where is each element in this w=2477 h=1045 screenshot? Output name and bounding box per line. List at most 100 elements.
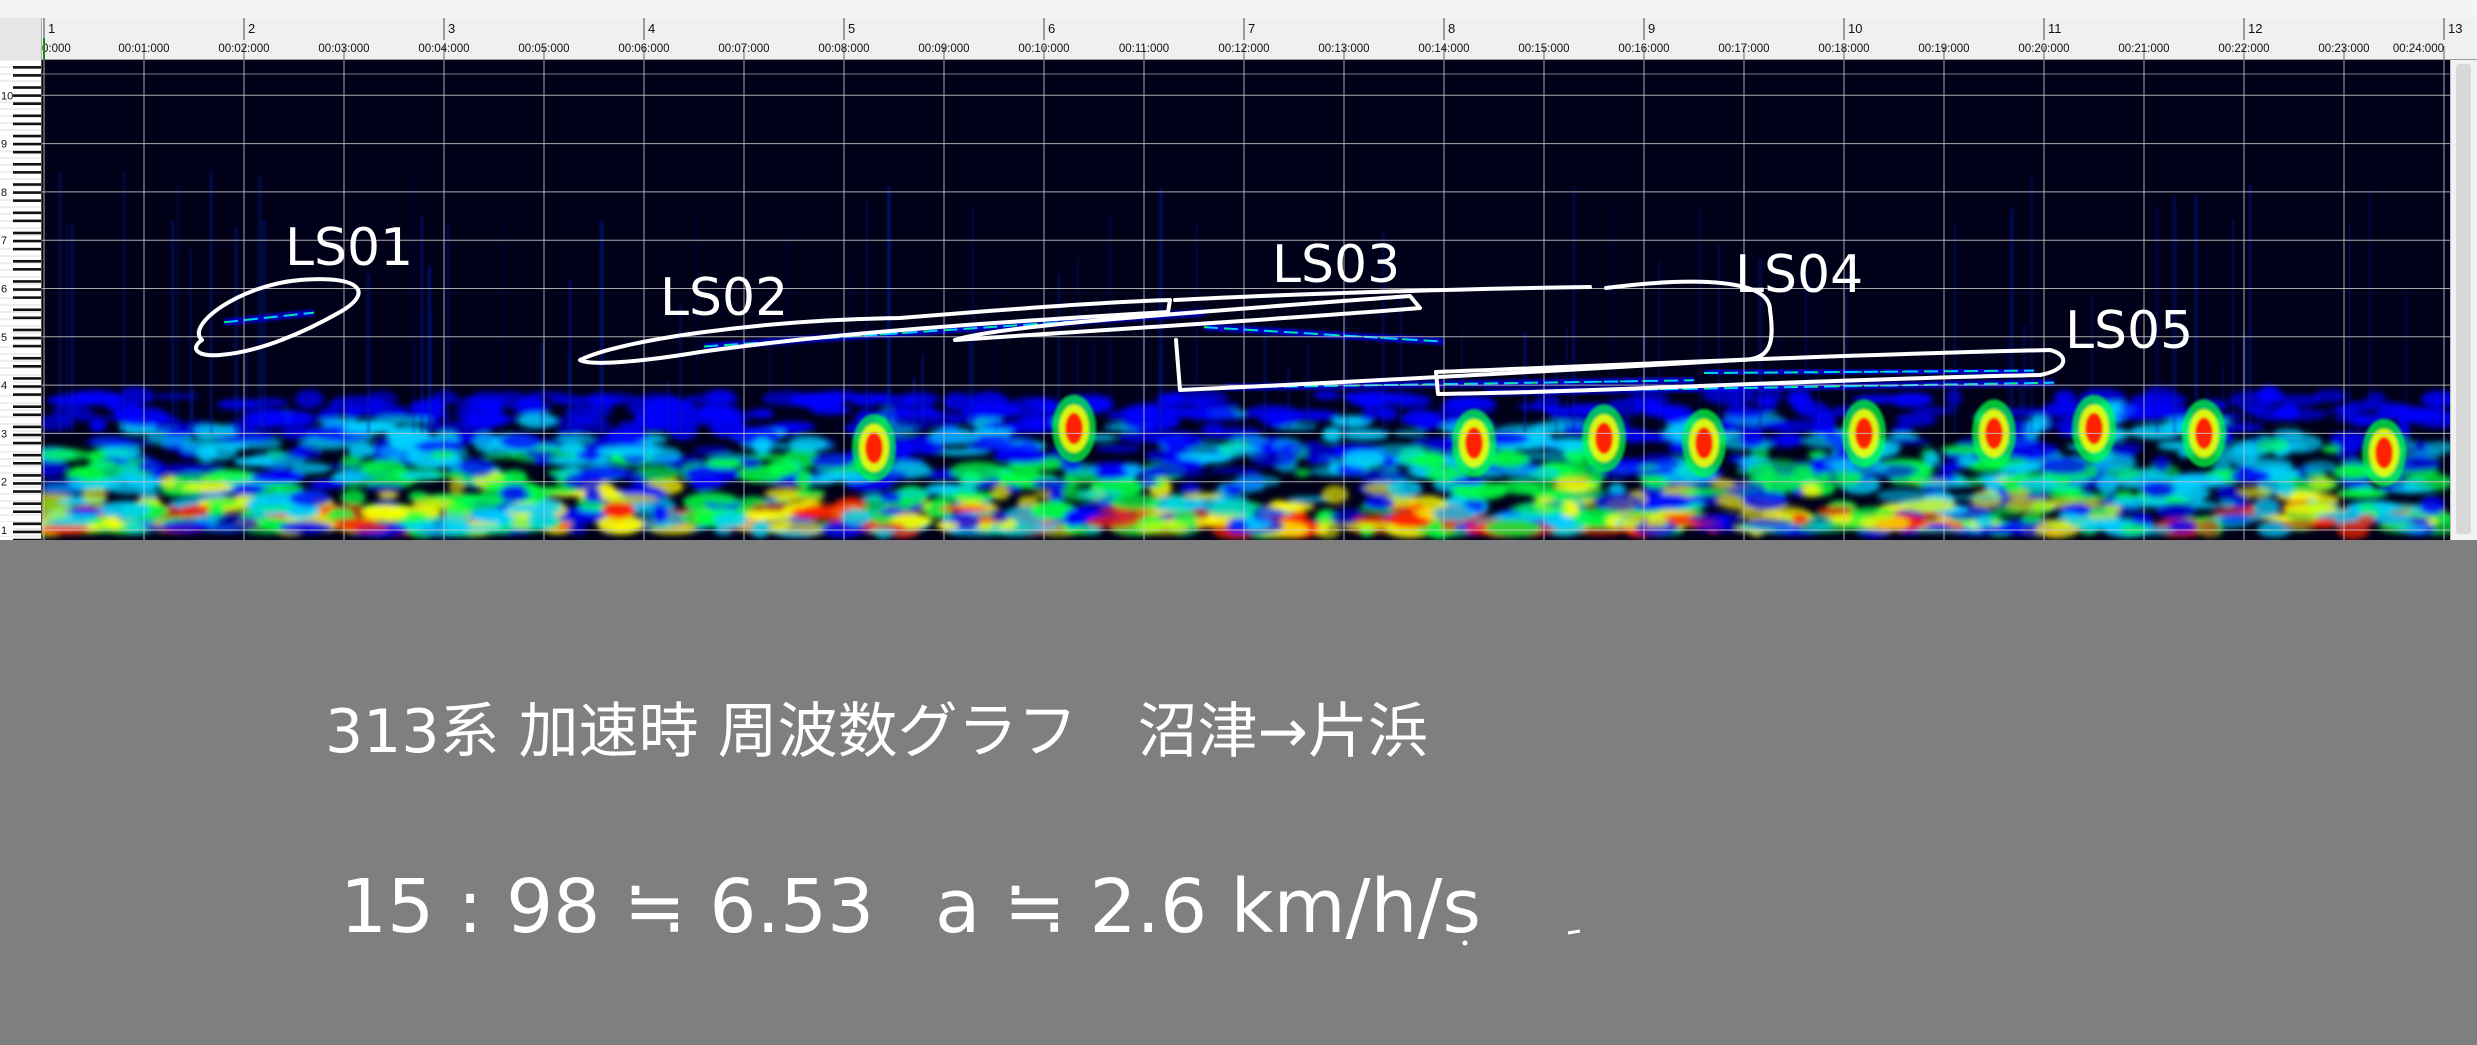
noise-streak bbox=[2173, 194, 2176, 434]
noise-blob bbox=[750, 408, 774, 419]
measure-label: 8 bbox=[1448, 21, 1455, 36]
noise-blob bbox=[993, 448, 1050, 464]
vertical-scrollbar[interactable] bbox=[2450, 60, 2477, 540]
noise-blob bbox=[445, 525, 503, 533]
noise-blob bbox=[1122, 416, 1180, 431]
noise-blob bbox=[1824, 458, 1854, 468]
noise-streak bbox=[1287, 367, 1290, 434]
noise-blob bbox=[807, 476, 836, 485]
noise-streak bbox=[2404, 290, 2407, 434]
noise-blob bbox=[89, 399, 131, 407]
noise-streak bbox=[2155, 206, 2159, 434]
noise-blob bbox=[375, 414, 399, 430]
noise-streak bbox=[913, 377, 916, 434]
noise-blob bbox=[1138, 402, 1160, 416]
noise-blob bbox=[2004, 498, 2059, 512]
noise-blob bbox=[603, 494, 659, 504]
time-tick-label: 00:08:000 bbox=[818, 43, 869, 55]
noise-blob bbox=[1032, 478, 1069, 490]
time-tick-label: 00:09:000 bbox=[918, 43, 969, 55]
noise-blob bbox=[289, 489, 332, 507]
noise-streak bbox=[972, 204, 974, 434]
noise-blob bbox=[217, 441, 250, 451]
noise-blob bbox=[2035, 520, 2080, 539]
noise-blob bbox=[1369, 443, 1426, 459]
noise-streak bbox=[420, 216, 424, 434]
noise-blob bbox=[361, 504, 408, 521]
measure-label: 13 bbox=[2448, 21, 2462, 36]
time-tick-label: 00:04:000 bbox=[418, 43, 469, 55]
noise-blob bbox=[934, 495, 958, 503]
burst-core-5 bbox=[1695, 427, 1713, 460]
noise-blob bbox=[309, 479, 347, 489]
note-ratio: 15 : 98 ≒ 6.53 bbox=[340, 864, 874, 950]
noise-blob bbox=[965, 441, 1023, 452]
noise-streak bbox=[921, 354, 924, 434]
noise-blob bbox=[1182, 396, 1215, 406]
timeline-ruler[interactable]: 1 2 3 4 5 6 7 8 9 10 11 12 13 0:000 00:01:000 00:02:000… bbox=[0, 18, 2477, 60]
noise-blob bbox=[232, 483, 265, 495]
ruler-corner bbox=[0, 18, 42, 60]
black-key bbox=[13, 377, 41, 380]
noise-blob bbox=[1689, 513, 1743, 525]
noise-blob bbox=[340, 489, 366, 506]
noise-streak bbox=[2349, 224, 2351, 434]
octave-label: 2 bbox=[1, 477, 7, 489]
noise-streak bbox=[2368, 188, 2372, 434]
noise-streak bbox=[768, 332, 771, 434]
noise-blob bbox=[925, 483, 960, 495]
noise-streak bbox=[1159, 361, 1161, 434]
noise-blob bbox=[1077, 489, 1123, 501]
measure-label: 7 bbox=[1248, 21, 1255, 36]
noise-blob bbox=[1201, 422, 1225, 439]
noise-blob bbox=[1555, 514, 1575, 530]
time-tick-label: 0:000 bbox=[42, 43, 71, 55]
noise-blob bbox=[2277, 477, 2295, 497]
noise-blob bbox=[950, 461, 1005, 482]
octave-label: 4 bbox=[1, 380, 7, 392]
noise-blob bbox=[1341, 522, 1398, 531]
noise-blob bbox=[617, 420, 669, 428]
time-tick-label: 00:17:000 bbox=[1718, 43, 1769, 55]
noise-blob bbox=[85, 435, 133, 448]
noise-blob bbox=[1890, 438, 1932, 445]
octave-label-bg bbox=[0, 377, 13, 392]
noise-streak bbox=[1954, 224, 1956, 434]
noise-blob bbox=[361, 459, 407, 480]
noise-blob bbox=[2255, 436, 2289, 453]
noise-streak bbox=[2023, 324, 2026, 434]
noise-streak bbox=[2195, 195, 2198, 434]
time-tick-label: 00:20:000 bbox=[2018, 43, 2069, 55]
black-key bbox=[13, 356, 41, 360]
black-key bbox=[13, 502, 41, 505]
black-key bbox=[13, 231, 41, 235]
spectrogram-plot[interactable] bbox=[42, 60, 2450, 540]
noise-streak bbox=[59, 172, 62, 434]
noise-blob bbox=[42, 501, 75, 520]
noise-blob bbox=[1646, 476, 1668, 489]
noise-streak bbox=[234, 226, 238, 434]
noise-blob bbox=[2040, 457, 2088, 476]
noise-blob bbox=[378, 444, 420, 460]
noise-blob bbox=[2274, 394, 2323, 406]
noise-blob bbox=[42, 458, 69, 477]
black-key bbox=[13, 413, 41, 417]
noise-blob bbox=[1974, 516, 1994, 528]
noise-blob bbox=[473, 432, 498, 453]
noise-blob bbox=[1306, 457, 1332, 465]
noise-blob bbox=[1391, 396, 1414, 409]
noise-streak bbox=[968, 340, 972, 434]
noise-blob bbox=[713, 512, 749, 529]
ruler-svg: 1 2 3 4 5 6 7 8 9 10 11 12 130:000 00:01:000 00:02:000… bbox=[42, 18, 2462, 60]
noise-blob bbox=[2228, 391, 2278, 409]
measure-label: 2 bbox=[248, 21, 255, 36]
noise-blob bbox=[2420, 390, 2450, 407]
noise-blob bbox=[1938, 462, 1966, 471]
noise-blob bbox=[2114, 411, 2172, 421]
noise-blob bbox=[42, 520, 95, 527]
noise-blob bbox=[1876, 489, 1929, 503]
noise-blob bbox=[2369, 502, 2422, 513]
noise-blob bbox=[215, 435, 275, 444]
scrollbar-thumb[interactable] bbox=[2456, 64, 2471, 534]
piano-keyboard[interactable]: 1 2 3 4 5 6 7 8 9 10 bbox=[0, 60, 42, 540]
